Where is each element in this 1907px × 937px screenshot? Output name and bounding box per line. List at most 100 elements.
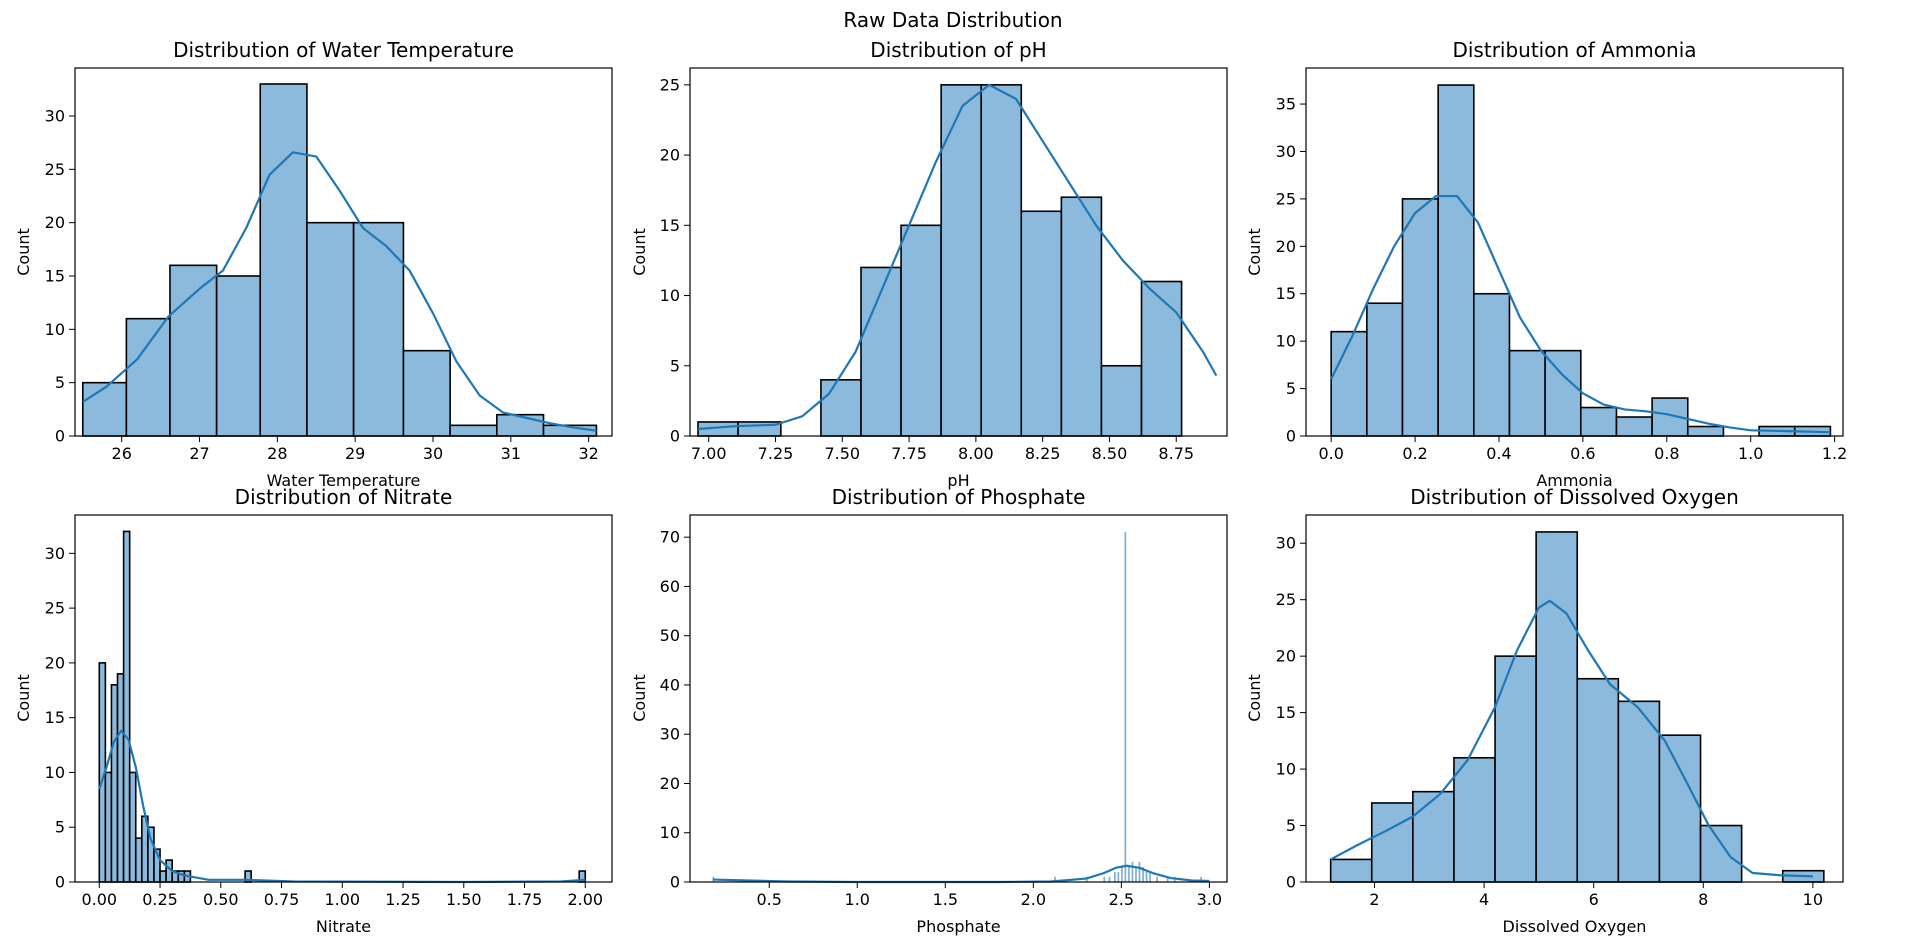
- axes-frame: [689, 67, 1228, 437]
- y-tick-label: 30: [1276, 534, 1296, 553]
- histogram-bar-1: [1366, 302, 1404, 437]
- panel-dissolved-oxygen: Distribution of Dissolved Oxygen Dissolv…: [1245, 485, 1844, 936]
- y-tick-label: 25: [1276, 590, 1296, 609]
- histogram-bar-16: [1156, 876, 1158, 883]
- histogram-bar-9: [1128, 866, 1130, 883]
- x-tick-label: 0.5: [757, 890, 782, 909]
- plot-area: 0.5 1.0 1.5 2.0 2.5 3.0 0 10 20 30 40 50 60 70: [660, 514, 1228, 909]
- histogram-bar-10: [1131, 862, 1134, 883]
- histogram-bar-5: [1508, 349, 1546, 437]
- x-tick-label: 1.2: [1822, 444, 1847, 463]
- x-tick-label: 4: [1479, 890, 1489, 909]
- y-tick-label: 20: [45, 653, 65, 672]
- y-tick-label: 10: [1276, 760, 1296, 779]
- histogram-bar-15: [1149, 871, 1151, 883]
- axes-frame: [74, 67, 613, 437]
- plot-area: 26 27 28 29 30 31 32 0 5 10 15 20 25 30: [45, 67, 613, 463]
- y-axis-label: Count: [1245, 228, 1264, 276]
- kde-line: [1330, 599, 1813, 878]
- histogram-bar-10: [159, 870, 167, 883]
- histogram-bar-11: [1135, 866, 1137, 883]
- x-tick-label: 31: [501, 444, 521, 463]
- histogram-bar-6: [1576, 677, 1620, 883]
- histogram-bar-1: [104, 771, 113, 883]
- x-tick-label: 27: [189, 444, 209, 463]
- x-tick-label: 30: [423, 444, 443, 463]
- histogram-bar-0: [81, 381, 128, 437]
- plot-area: 7.00 7.25 7.50 7.75 8.00 8.25 8.50 8.75 0 5 10 15 20…: [660, 67, 1228, 463]
- histogram-bar-6: [134, 837, 143, 883]
- histogram-bar-6: [1117, 871, 1120, 883]
- x-axis-label: pH: [947, 471, 969, 490]
- x-tick-label: 0.0: [1318, 444, 1343, 463]
- y-tick-label: 20: [660, 146, 680, 165]
- y-tick-label: 0: [55, 427, 65, 446]
- x-tick-label: 8.50: [1092, 444, 1128, 463]
- y-axis-label: Count: [14, 674, 33, 722]
- histogram-bar-8: [449, 424, 498, 437]
- histogram-bar-3: [1437, 84, 1475, 437]
- y-tick-label: 20: [1276, 647, 1296, 666]
- y-tick-label: 0: [55, 873, 65, 892]
- x-tick-label: 29: [345, 444, 365, 463]
- y-tick-label: 5: [670, 356, 680, 375]
- plot-area: 2 4 6 8 10 0 5 10 15 20 25 30: [1276, 514, 1844, 909]
- panel-nitrate: Distribution of Nitrate Nitrate Count 0.…: [14, 485, 613, 936]
- panel-ammonia: Distribution of Ammonia Ammonia Count 0.…: [1245, 38, 1847, 490]
- y-tick-label: 30: [45, 107, 65, 126]
- x-tick-label: 8: [1698, 890, 1708, 909]
- histogram-bar-7: [980, 84, 1023, 437]
- y-tick-label: 35: [1276, 95, 1296, 114]
- x-tick-label: 7.50: [824, 444, 860, 463]
- histogram-bar-2: [1401, 198, 1439, 437]
- panel-title: Distribution of Ammonia: [1452, 38, 1696, 62]
- x-tick-label: 28: [267, 444, 287, 463]
- histogram-bar-0: [1330, 330, 1368, 437]
- histogram-bar-3: [1103, 876, 1106, 883]
- x-axis-label: Dissolved Oxygen: [1503, 917, 1647, 936]
- x-tick-label: 7.00: [691, 444, 727, 463]
- y-tick-label: 0: [1286, 873, 1296, 892]
- y-tick-label: 0: [670, 427, 680, 446]
- x-tick-label: 10: [1803, 890, 1823, 909]
- y-tick-label: 0: [670, 873, 680, 892]
- y-tick-label: 15: [660, 216, 680, 235]
- panel-title: Distribution of Dissolved Oxygen: [1410, 485, 1739, 509]
- axes-frame: [689, 514, 1228, 883]
- y-tick-label: 25: [45, 599, 65, 618]
- histogram-bar-3: [1453, 756, 1496, 883]
- kde-line: [697, 83, 1218, 431]
- histogram-bar-6: [940, 84, 983, 437]
- panel-title: Distribution of Water Temperature: [173, 38, 514, 62]
- y-tick-label: 60: [660, 577, 680, 596]
- x-tick-label: 2.00: [567, 890, 603, 909]
- x-tick-label: 0.2: [1402, 444, 1427, 463]
- histogram-bar-9: [1060, 196, 1103, 437]
- histogram-bar-5: [128, 771, 137, 883]
- x-axis-label: Water Temperature: [267, 471, 421, 490]
- y-tick-label: 25: [1276, 189, 1296, 208]
- y-tick-label: 5: [55, 373, 65, 392]
- histogram-bar-10: [1686, 425, 1725, 437]
- axes-frame: [1305, 67, 1844, 437]
- y-tick-label: 20: [660, 774, 680, 793]
- y-tick-label: 30: [45, 544, 65, 563]
- histogram-bar-6: [1544, 349, 1582, 437]
- x-axis-label: Nitrate: [316, 917, 371, 936]
- x-tick-label: 1.25: [385, 890, 421, 909]
- histogram-bar-4: [860, 266, 902, 437]
- y-tick-label: 0: [1286, 427, 1296, 446]
- y-tick-label: 15: [1276, 703, 1296, 722]
- x-tick-label: 6: [1589, 890, 1599, 909]
- plot-area: 0.00 0.25 0.50 0.75 1.00 1.25 1.50 1.75 2.00 0 5 10…: [45, 514, 613, 909]
- panel-title: Distribution of Phosphate: [832, 485, 1086, 509]
- histogram-bar-8: [1020, 210, 1063, 437]
- x-axis-label: Ammonia: [1536, 471, 1612, 490]
- figure-title: Raw Data Distribution: [843, 8, 1062, 32]
- histogram-bar-2: [169, 264, 218, 437]
- y-axis-label: Count: [630, 228, 649, 276]
- histogram-bar-2: [1412, 790, 1455, 883]
- histogram-bar-8: [1615, 416, 1653, 437]
- y-tick-label: 20: [1276, 237, 1296, 256]
